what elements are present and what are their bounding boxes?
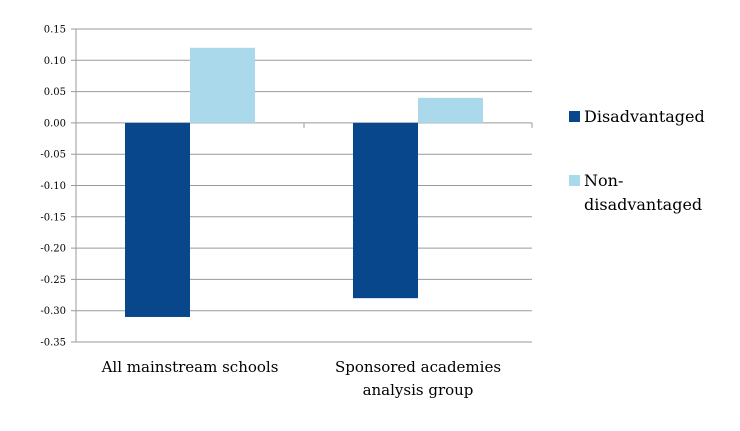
y-tick-label: 0.10 [44, 56, 66, 67]
y-tick-label: -0.15 [40, 212, 66, 223]
legend-label: disadvantaged [584, 195, 702, 214]
y-tick-label: 0.05 [44, 87, 66, 98]
y-tick-label: 0.00 [44, 118, 66, 129]
legend-swatch [569, 175, 580, 186]
y-tick-label: 0.15 [44, 25, 66, 36]
bar-disadvantaged [125, 122, 190, 317]
legend-label: Disadvantaged [584, 107, 705, 126]
x-category-label: Sponsored academies [335, 358, 501, 376]
legend-swatch [569, 111, 580, 122]
x-category-label: All mainstream schools [101, 358, 279, 376]
legend-label: Non- [584, 171, 623, 190]
bar-non-disadvantaged [190, 47, 255, 123]
y-tick-label: -0.20 [40, 244, 66, 255]
y-tick-label: -0.25 [40, 275, 66, 286]
y-tick-label: -0.30 [40, 306, 66, 317]
bar-non-disadvantaged [418, 97, 483, 123]
y-tick-label: -0.35 [40, 338, 66, 349]
bar-disadvantaged [353, 122, 418, 299]
y-tick-label: -0.05 [40, 150, 66, 161]
x-category-label: analysis group [363, 381, 474, 399]
y-tick-label: -0.10 [40, 181, 66, 192]
